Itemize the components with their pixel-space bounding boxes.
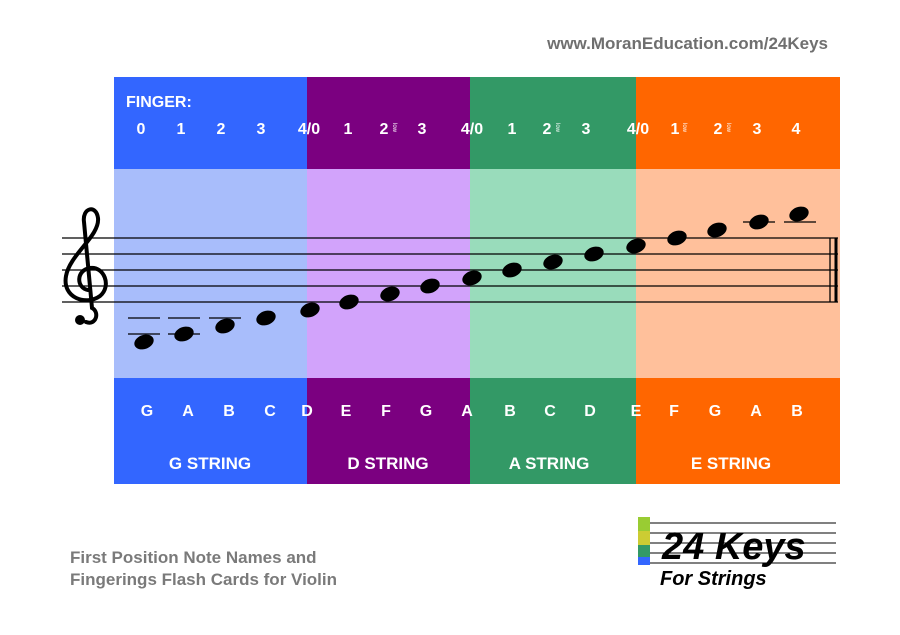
note-f4 xyxy=(380,286,400,302)
low-mark-d-2: low xyxy=(391,123,397,133)
note-g3 xyxy=(134,334,154,350)
finger-e-3: 3 xyxy=(753,121,762,138)
g-string-label: G STRING xyxy=(169,454,251,473)
note-g4 xyxy=(420,278,440,294)
note-name-d-2: E xyxy=(341,403,352,420)
d-string-finger-band xyxy=(307,77,470,169)
footer-caption: First Position Note Names and Fingerings… xyxy=(70,547,337,591)
note-e5 xyxy=(626,238,646,254)
note-d5 xyxy=(584,246,604,262)
d-string-staff-band xyxy=(307,169,470,378)
note-name-e-1: E xyxy=(631,403,642,420)
finger-g-3: 3 xyxy=(257,121,266,138)
note-a4 xyxy=(462,270,482,286)
low-mark-e-1: low xyxy=(681,123,687,133)
treble-clef-icon xyxy=(63,207,108,325)
e-string-note-band xyxy=(636,378,840,484)
finger-e-1: 1 xyxy=(671,121,680,138)
note-name-e-3: G xyxy=(709,403,721,420)
e-string-label: E STRING xyxy=(691,454,771,473)
note-b3 xyxy=(215,318,235,334)
finger-e-4: 4 xyxy=(792,121,801,138)
note-c5 xyxy=(543,254,563,270)
d-string-note-band xyxy=(307,378,470,484)
note-d4 xyxy=(300,302,320,318)
low-mark-e-2: low xyxy=(725,123,731,133)
note-name-d-1: D xyxy=(301,403,313,420)
finger-e-4-0: 4/0 xyxy=(627,121,649,138)
24-keys-logo: 24 Keys For Strings xyxy=(638,517,836,590)
note-name-e-5: B xyxy=(791,403,803,420)
finger-e-2: 2 xyxy=(714,121,723,138)
finger-d-3: 3 xyxy=(418,121,427,138)
finger-d-1: 1 xyxy=(344,121,353,138)
logo-subtitle: For Strings xyxy=(660,568,767,590)
logo-block-teal xyxy=(638,545,650,557)
note-name-d-3: F xyxy=(381,403,391,420)
a-string-finger-band xyxy=(470,77,636,169)
a-string-staff-band xyxy=(470,169,636,378)
finger-d-4-0: 4/0 xyxy=(298,121,320,138)
finger-a-2: 2 xyxy=(543,121,552,138)
note-name-e-4: A xyxy=(750,403,762,420)
note-e4 xyxy=(339,294,359,310)
note-b5 xyxy=(789,206,809,222)
footer-line-2: Fingerings Flash Cards for Violin xyxy=(70,570,338,589)
note-name-g-4: C xyxy=(264,403,276,420)
finger-g-1: 1 xyxy=(177,121,186,138)
logo-block-green xyxy=(638,517,650,531)
note-name-a-3: C xyxy=(544,403,556,420)
note-name-e-2: F xyxy=(669,403,679,420)
note-a5 xyxy=(749,214,769,230)
e-string-staff-band xyxy=(636,169,840,378)
logo-title: 24 Keys xyxy=(661,526,806,568)
a-string-note-band xyxy=(470,378,636,484)
finger-d-2: 2 xyxy=(380,121,389,138)
note-name-g-3: B xyxy=(223,403,235,420)
finger-g-2: 2 xyxy=(217,121,226,138)
g-string-finger-band xyxy=(114,77,307,169)
note-b4 xyxy=(502,262,522,278)
note-name-g-2: A xyxy=(182,403,194,420)
finger-a-4-0: 4/0 xyxy=(461,121,483,138)
note-name-a-1: A xyxy=(461,403,473,420)
d-string-label: D STRING xyxy=(347,454,428,473)
finger-label: FINGER: xyxy=(126,94,192,111)
finger-g-0: 0 xyxy=(137,121,146,138)
note-g5 xyxy=(707,222,727,238)
finger-a-1: 1 xyxy=(508,121,517,138)
logo-block-yellow xyxy=(638,531,650,545)
note-name-g-1: G xyxy=(141,403,153,420)
a-string-label: A STRING xyxy=(509,454,590,473)
note-c4 xyxy=(256,310,276,326)
note-name-d-4: G xyxy=(420,403,432,420)
note-f5 xyxy=(667,230,687,246)
note-a3 xyxy=(174,326,194,342)
logo-block-blue xyxy=(638,557,650,565)
low-mark-a-2: low xyxy=(554,123,560,133)
e-string-finger-band xyxy=(636,77,840,169)
note-name-a-4: D xyxy=(584,403,596,420)
footer-line-1: First Position Note Names and xyxy=(70,548,317,567)
g-string-note-band xyxy=(114,378,307,484)
note-name-a-2: B xyxy=(504,403,516,420)
finger-a-3: 3 xyxy=(582,121,591,138)
website-url: www.MoranEducation.com/24Keys xyxy=(547,34,828,53)
